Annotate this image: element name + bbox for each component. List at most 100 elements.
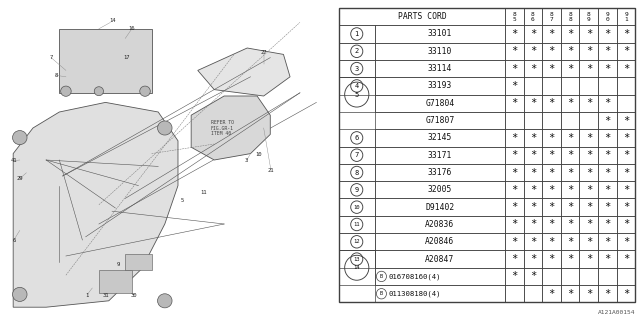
Bar — [561, 233, 579, 251]
Bar — [561, 268, 579, 285]
Bar — [598, 233, 617, 251]
Bar — [524, 112, 542, 129]
Bar — [542, 181, 561, 198]
Text: *: * — [604, 167, 611, 178]
Text: 11: 11 — [200, 190, 207, 195]
Bar — [524, 198, 542, 216]
Text: *: * — [511, 64, 517, 74]
Bar — [598, 285, 617, 302]
Text: *: * — [511, 81, 517, 91]
Text: *: * — [623, 289, 629, 299]
Text: *: * — [530, 98, 536, 108]
Bar — [617, 60, 636, 77]
Bar — [542, 129, 561, 147]
Bar — [579, 129, 598, 147]
Bar — [374, 43, 505, 60]
Text: *: * — [548, 237, 555, 247]
Bar — [579, 77, 598, 95]
Text: *: * — [548, 98, 555, 108]
Circle shape — [157, 294, 172, 308]
Text: *: * — [567, 98, 573, 108]
Circle shape — [61, 86, 71, 96]
Bar — [598, 112, 617, 129]
Text: *: * — [604, 46, 611, 56]
Bar — [579, 285, 598, 302]
Bar — [524, 60, 542, 77]
Bar — [505, 181, 524, 198]
Bar — [579, 216, 598, 233]
Text: *: * — [623, 116, 629, 125]
Bar — [561, 60, 579, 77]
Bar — [505, 43, 524, 60]
Text: *: * — [530, 150, 536, 160]
Bar — [505, 164, 524, 181]
Bar — [617, 251, 636, 268]
Text: *: * — [511, 271, 517, 281]
Text: *: * — [586, 289, 592, 299]
Bar — [617, 43, 636, 60]
Text: 8
5: 8 5 — [513, 12, 516, 22]
Bar — [617, 181, 636, 198]
Text: *: * — [511, 185, 517, 195]
Text: *: * — [623, 29, 629, 39]
Bar — [598, 8, 617, 25]
Text: 13: 13 — [353, 257, 360, 262]
Circle shape — [94, 87, 104, 96]
Bar — [579, 233, 598, 251]
Text: A20836: A20836 — [425, 220, 454, 229]
Bar — [374, 147, 505, 164]
Bar — [598, 164, 617, 181]
Bar — [505, 95, 524, 112]
Text: *: * — [511, 254, 517, 264]
Bar — [598, 251, 617, 268]
Bar — [505, 25, 524, 43]
Text: *: * — [530, 185, 536, 195]
Text: *: * — [604, 289, 611, 299]
Text: *: * — [623, 64, 629, 74]
Text: 7: 7 — [49, 55, 52, 60]
Bar — [505, 251, 524, 268]
Bar — [339, 251, 374, 268]
Text: *: * — [511, 98, 517, 108]
Bar — [617, 147, 636, 164]
Text: *: * — [604, 237, 611, 247]
Bar — [598, 60, 617, 77]
Bar — [339, 77, 374, 95]
Bar — [542, 216, 561, 233]
Bar — [524, 251, 542, 268]
Text: *: * — [567, 150, 573, 160]
Text: *: * — [623, 46, 629, 56]
Text: *: * — [548, 185, 555, 195]
Text: *: * — [548, 133, 555, 143]
Text: *: * — [604, 116, 611, 125]
Bar — [505, 285, 524, 302]
Bar — [505, 198, 524, 216]
Bar — [524, 164, 542, 181]
Bar — [598, 95, 617, 112]
Bar — [579, 43, 598, 60]
Bar — [339, 164, 374, 181]
Text: 011308180(4): 011308180(4) — [389, 291, 442, 297]
Bar — [99, 270, 132, 293]
Text: 5: 5 — [355, 92, 359, 98]
Text: *: * — [623, 133, 629, 143]
Bar — [505, 112, 524, 129]
Bar — [542, 198, 561, 216]
Bar — [579, 268, 598, 285]
Text: 12: 12 — [353, 239, 360, 244]
Text: 33171: 33171 — [428, 151, 452, 160]
Text: *: * — [511, 29, 517, 39]
Text: *: * — [548, 202, 555, 212]
Bar — [542, 164, 561, 181]
Bar — [579, 198, 598, 216]
Bar — [598, 268, 617, 285]
Bar — [374, 216, 505, 233]
Text: 32005: 32005 — [428, 185, 452, 194]
Bar — [542, 43, 561, 60]
Text: 33193: 33193 — [428, 81, 452, 91]
Text: *: * — [530, 133, 536, 143]
Bar — [598, 216, 617, 233]
Bar — [542, 77, 561, 95]
Bar — [374, 25, 505, 43]
Bar — [617, 77, 636, 95]
